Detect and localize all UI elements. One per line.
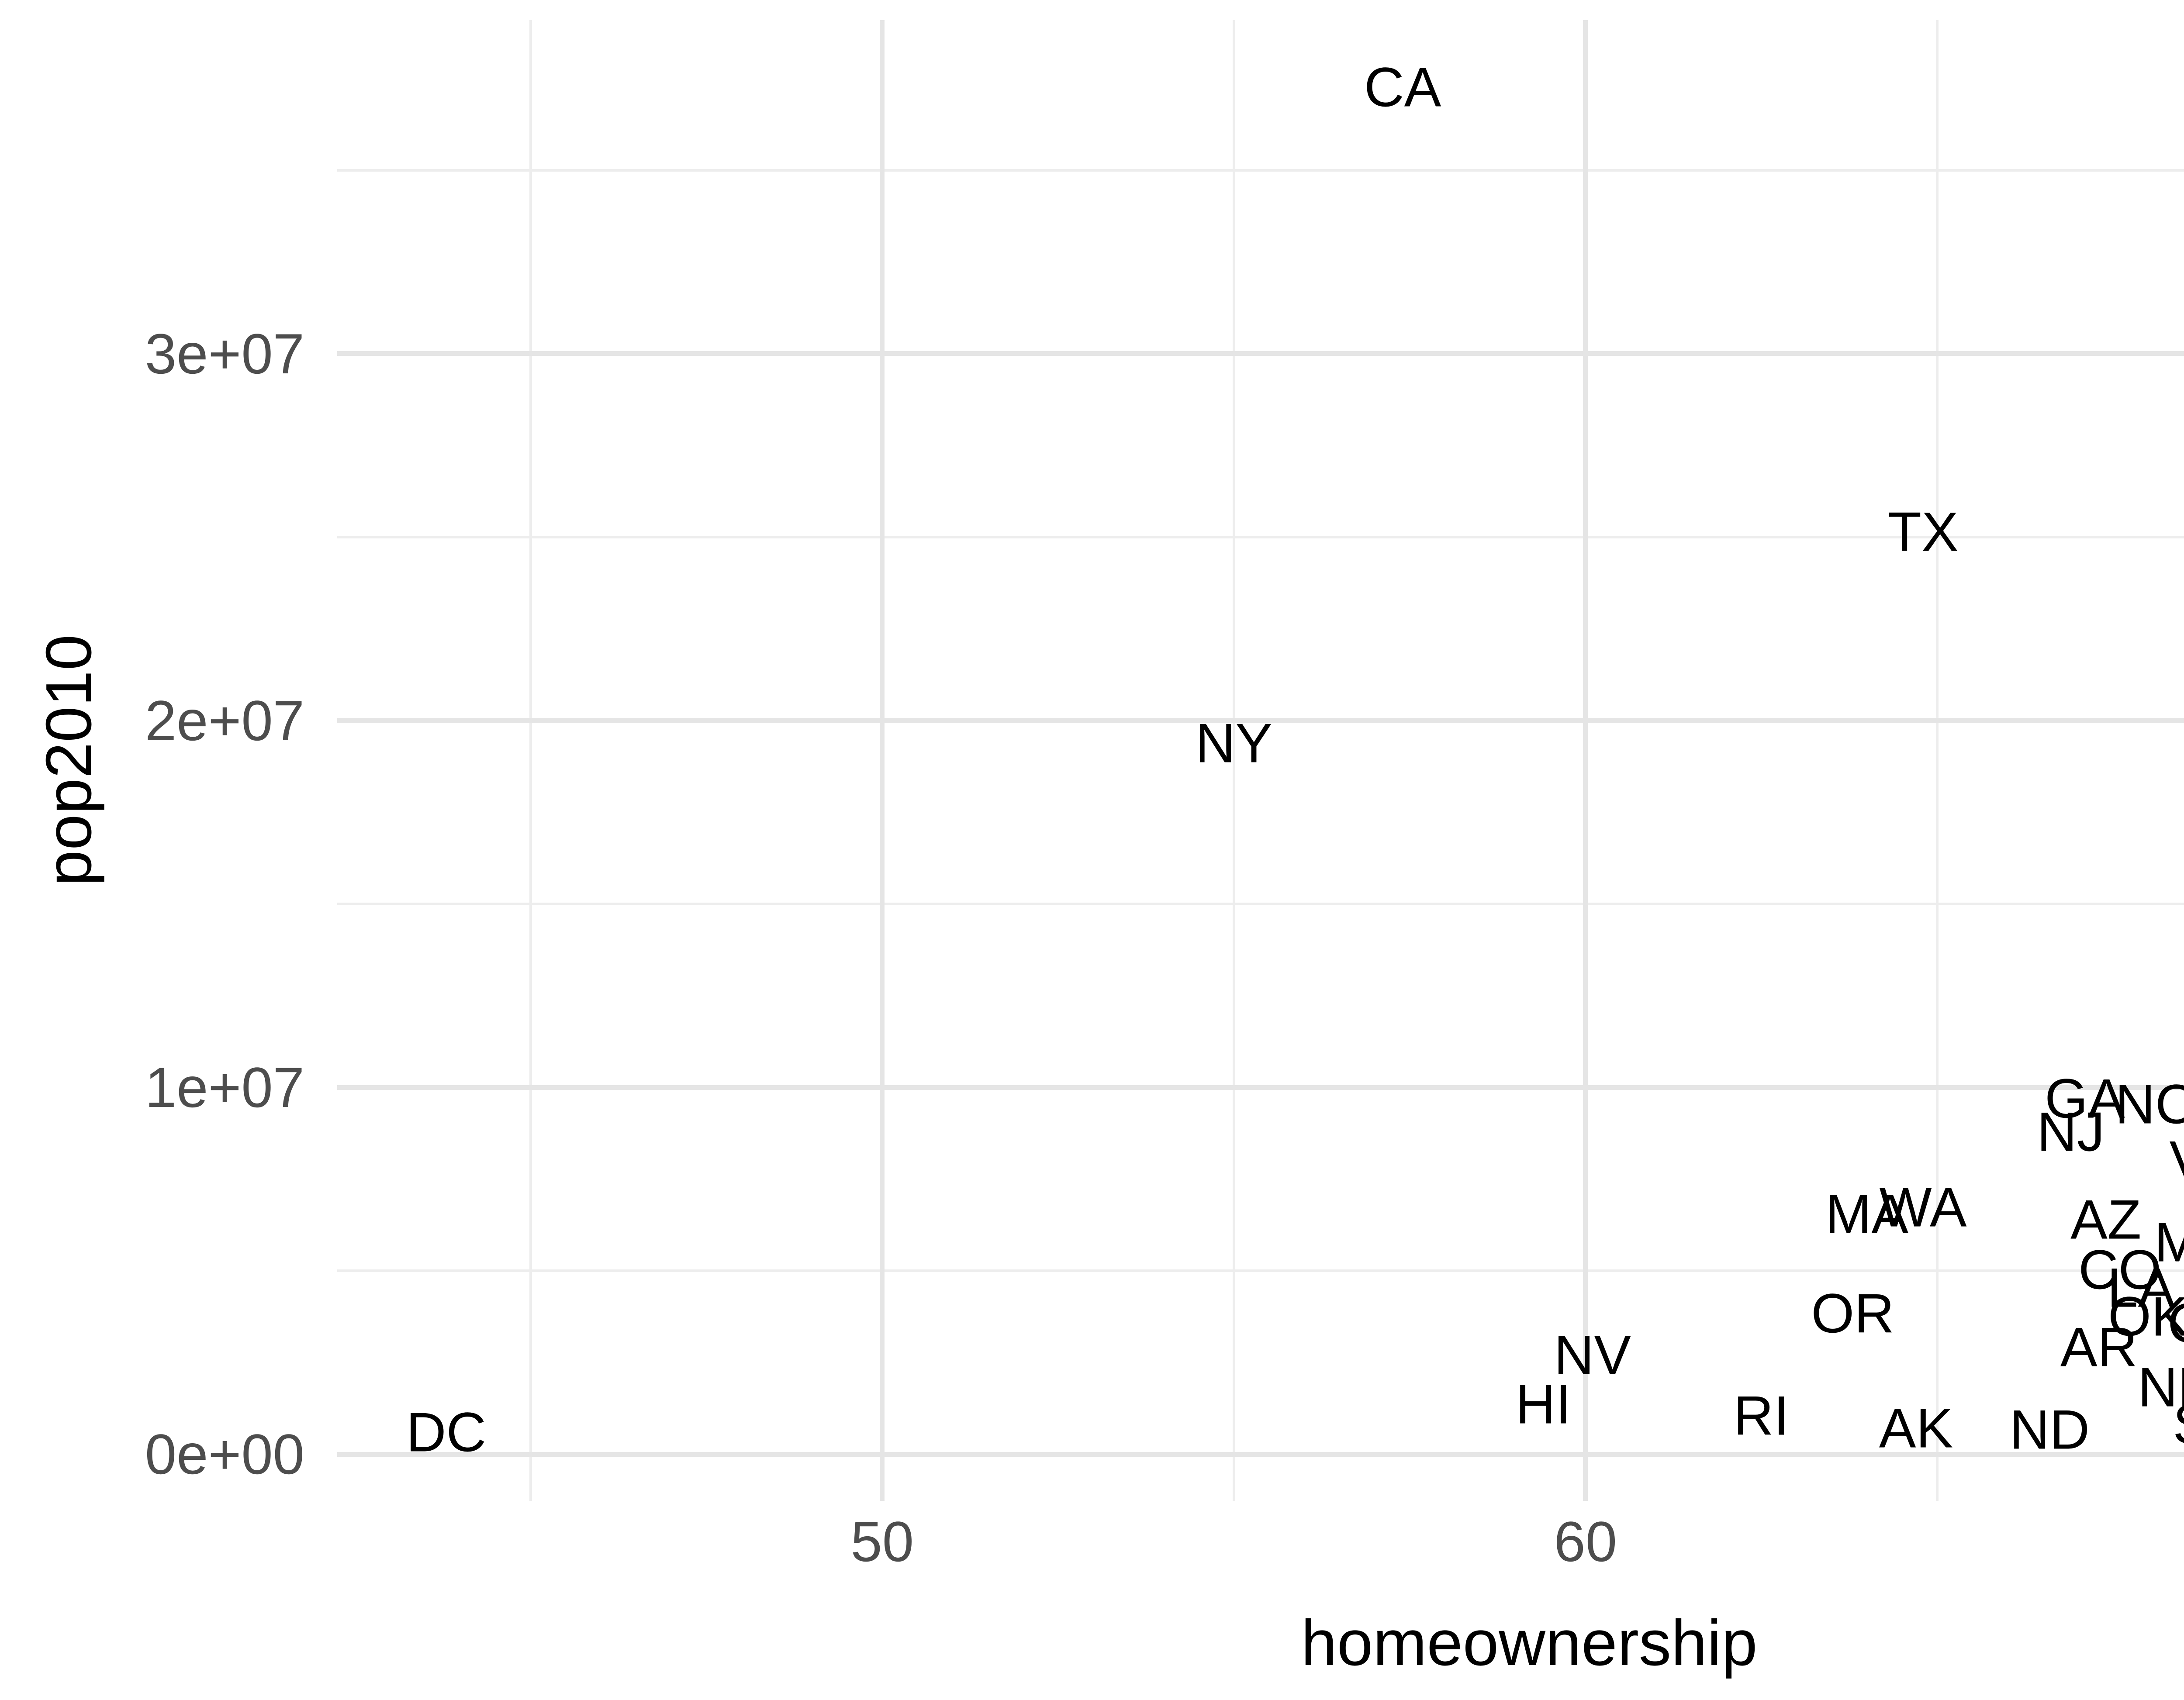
state-label-RI: RI [1733, 1384, 1789, 1447]
gridline-major-x-50 [880, 20, 885, 1501]
gridline-minor-y-25000000 [337, 535, 2184, 538]
state-label-NV: NV [1554, 1324, 1631, 1386]
state-label-AR: AR [2060, 1316, 2138, 1378]
x-tick-label-50: 50 [850, 1510, 914, 1573]
state-label-MA: MA [1825, 1183, 1909, 1245]
state-label-VA: VA [2170, 1133, 2184, 1189]
state-label-OR: OR [1811, 1282, 1894, 1345]
state-label-TX: TX [1887, 500, 1959, 563]
y-tick-label-0e+00: 0e+00 [145, 1422, 304, 1486]
state-label-WA: WA [1879, 1176, 1967, 1238]
state-label-MD: MD [2154, 1211, 2184, 1273]
state-label-LA: LA [2107, 1256, 2175, 1319]
gridline-major-y-0 [337, 1452, 2184, 1457]
y-axis-title: pop2010 [33, 634, 105, 886]
x-axis-title: homeownership [1301, 1607, 1758, 1679]
state-label-NC: NC [2115, 1073, 2184, 1135]
gridline-minor-x-65 [1935, 20, 1939, 1501]
state-label-HI: HI [1515, 1373, 1571, 1435]
state-label-ND: ND [2009, 1398, 2090, 1461]
state-label-NJ: NJ [2037, 1100, 2105, 1163]
gridline-major-y-30000000 [337, 351, 2184, 356]
y-tick-label-2e+07: 2e+07 [145, 688, 304, 752]
state-label-NY: NY [1195, 712, 1272, 774]
gridline-major-x-60 [1583, 20, 1588, 1501]
y-tick-label-1e+07: 1e+07 [145, 1055, 304, 1120]
state-label-AK: AK [1879, 1397, 1953, 1459]
state-label-CO: CO [2078, 1238, 2162, 1301]
state-label-CA: CA [1364, 56, 1441, 118]
state-label-SD: SD [2173, 1397, 2184, 1452]
state-label-OK: OK [2108, 1285, 2184, 1348]
state-label-AZ: AZ [2070, 1188, 2142, 1251]
y-tick-label-3e+07: 3e+07 [145, 321, 304, 386]
state-label-CT: CT [2167, 1295, 2184, 1351]
state-label-NE: NE [2138, 1356, 2184, 1418]
gridline-major-y-10000000 [337, 1085, 2184, 1090]
state-label-DC: DC [406, 1401, 487, 1463]
state-label-GA: GA [2045, 1067, 2125, 1130]
gridline-minor-y-5000000 [337, 1269, 2184, 1272]
x-tick-label-60: 60 [1554, 1510, 1617, 1573]
gridline-minor-y-35000000 [337, 169, 2184, 172]
gridline-major-y-20000000 [337, 718, 2184, 723]
gridline-minor-x-45 [529, 20, 532, 1501]
gridline-minor-x-55 [1232, 20, 1235, 1501]
gridline-minor-y-15000000 [337, 903, 2184, 905]
